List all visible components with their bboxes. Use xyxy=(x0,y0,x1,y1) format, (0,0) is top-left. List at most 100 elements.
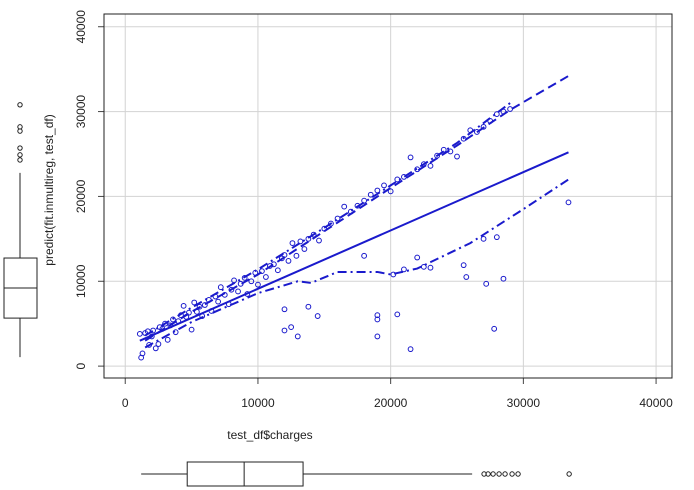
point xyxy=(259,268,265,274)
flier xyxy=(502,471,508,477)
point xyxy=(367,191,374,198)
point xyxy=(493,234,500,241)
fit-line xyxy=(144,178,570,349)
point xyxy=(288,324,295,330)
y-axis-label: predict(fit.inmultireg, test_df) xyxy=(42,114,56,265)
plot-frame xyxy=(103,13,673,379)
point xyxy=(447,148,454,155)
point xyxy=(314,313,321,319)
point xyxy=(285,258,292,264)
point xyxy=(167,322,174,329)
x-tick-label: 30000 xyxy=(507,396,541,410)
point xyxy=(491,325,498,332)
point xyxy=(175,318,182,325)
point xyxy=(565,199,572,206)
point xyxy=(420,263,427,270)
point xyxy=(500,108,507,115)
point xyxy=(401,266,407,273)
point xyxy=(289,240,296,246)
point xyxy=(162,320,168,327)
point xyxy=(427,162,434,169)
point xyxy=(328,220,334,227)
point xyxy=(347,208,354,215)
point xyxy=(463,274,470,280)
point xyxy=(460,135,467,142)
point xyxy=(507,106,513,112)
point xyxy=(305,303,312,310)
point xyxy=(164,336,171,343)
flier xyxy=(496,471,502,477)
point xyxy=(201,302,208,308)
y-tick-label: 40000 xyxy=(74,10,88,44)
x-tick-label: 0 xyxy=(122,396,129,410)
point xyxy=(208,308,215,314)
point xyxy=(215,298,222,305)
point xyxy=(440,146,447,153)
point xyxy=(159,325,166,332)
point xyxy=(212,293,219,300)
point xyxy=(454,153,460,160)
point xyxy=(235,288,241,295)
point xyxy=(361,252,368,259)
fit-line xyxy=(144,75,569,342)
point xyxy=(500,275,507,282)
point xyxy=(354,202,361,209)
point xyxy=(244,291,251,297)
point xyxy=(186,309,192,316)
point xyxy=(361,197,368,204)
flier xyxy=(17,145,23,151)
point xyxy=(148,333,155,340)
y-tick-label: 10000 xyxy=(74,264,88,298)
flier xyxy=(17,157,23,163)
point xyxy=(170,316,176,323)
x-tick-label: 20000 xyxy=(374,396,408,410)
point xyxy=(390,271,397,278)
point xyxy=(241,274,248,281)
point xyxy=(493,111,500,118)
flier xyxy=(509,471,515,477)
point xyxy=(301,246,308,252)
point xyxy=(144,328,151,335)
point xyxy=(341,203,348,210)
point xyxy=(407,154,414,161)
point xyxy=(237,280,244,287)
point xyxy=(420,161,427,168)
point xyxy=(305,235,312,242)
flier xyxy=(566,471,572,477)
fit-line xyxy=(144,102,511,337)
point xyxy=(146,342,153,348)
point xyxy=(427,264,434,271)
point xyxy=(225,301,232,308)
point xyxy=(136,330,143,337)
point xyxy=(152,345,159,352)
point xyxy=(480,123,487,130)
flier xyxy=(17,124,23,130)
point xyxy=(294,333,301,340)
point xyxy=(180,302,187,309)
point xyxy=(205,297,212,303)
point xyxy=(252,269,259,276)
point xyxy=(178,312,184,319)
point xyxy=(316,237,322,244)
point xyxy=(231,277,237,284)
point xyxy=(467,127,474,134)
point xyxy=(228,286,235,293)
flier xyxy=(515,471,521,477)
point xyxy=(172,329,179,336)
point xyxy=(281,327,288,334)
flier xyxy=(17,102,23,108)
point xyxy=(193,308,200,315)
flier xyxy=(485,471,491,477)
point xyxy=(155,341,162,347)
point xyxy=(274,267,281,274)
point xyxy=(483,280,490,287)
point xyxy=(394,311,401,318)
point xyxy=(221,291,228,298)
x-tick-label: 40000 xyxy=(639,396,673,410)
point xyxy=(196,303,203,310)
point xyxy=(460,262,467,269)
point xyxy=(487,118,494,124)
point xyxy=(374,316,381,323)
point xyxy=(374,187,381,194)
y-tick-label: 30000 xyxy=(74,95,88,129)
